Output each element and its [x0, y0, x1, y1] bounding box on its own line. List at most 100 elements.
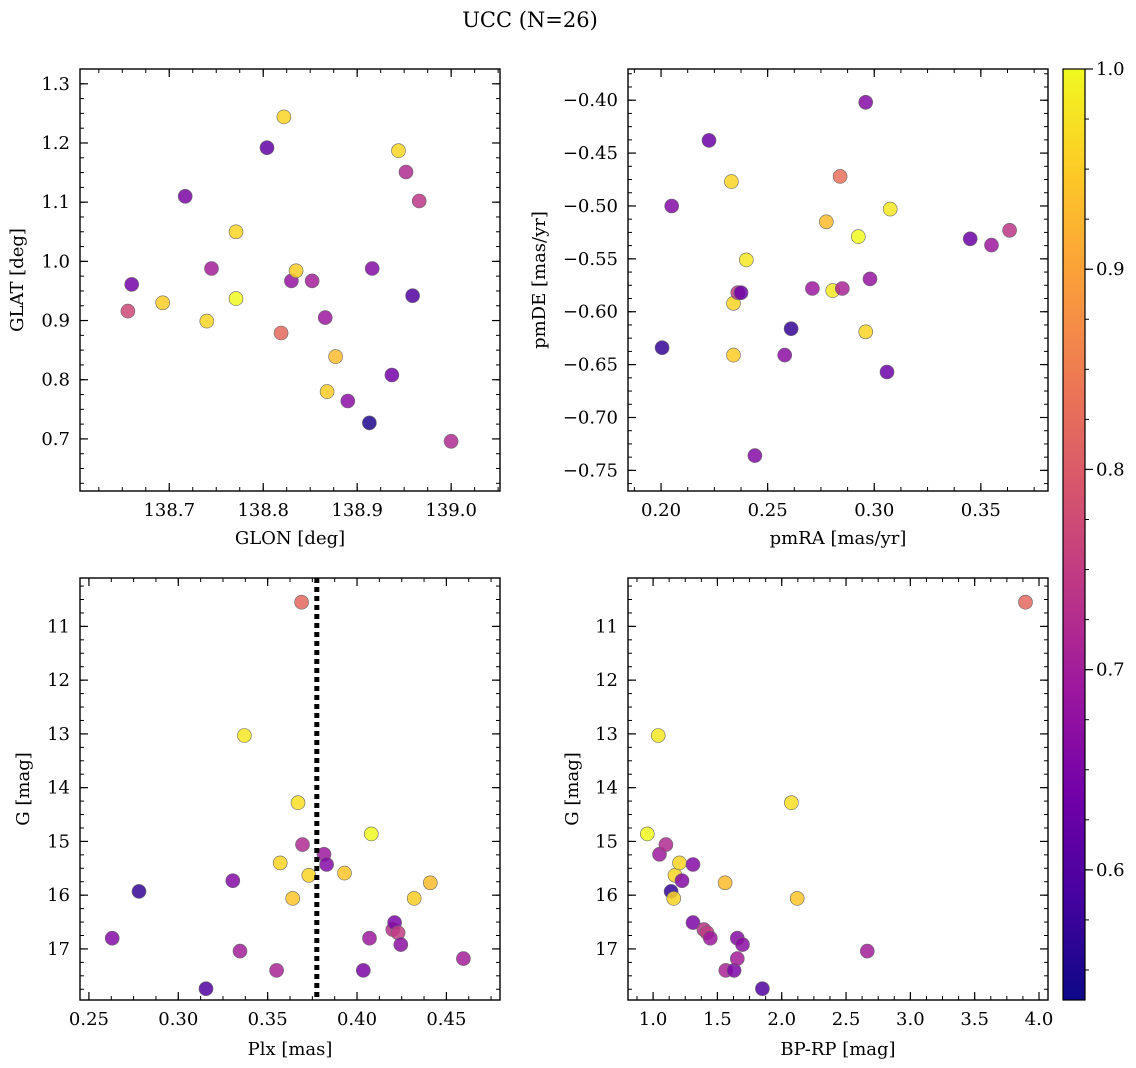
x-axis-label: BP-RP [mag] — [780, 1039, 895, 1060]
colorbar-tick-label: 0.9 — [1096, 259, 1125, 280]
data-point — [411, 193, 427, 209]
colorbar-tick-label: 1.0 — [1096, 59, 1125, 80]
data-point — [398, 164, 414, 180]
y-tick-label: 14 — [47, 778, 70, 799]
data-point — [104, 930, 120, 946]
data-points — [639, 594, 1033, 997]
x-tick-label: 0.35 — [961, 500, 1001, 521]
data-point — [319, 384, 335, 399]
x-tick-label: 1.5 — [703, 1009, 732, 1030]
data-point — [882, 201, 898, 217]
data-point — [834, 281, 850, 296]
data-point — [288, 263, 304, 279]
y-axis-label: G [mag] — [13, 752, 34, 825]
data-point — [672, 855, 687, 871]
data-point — [294, 594, 309, 610]
data-point — [735, 937, 750, 952]
x-axis-label: GLON [deg] — [235, 528, 345, 549]
data-point — [664, 198, 680, 214]
data-point — [674, 873, 690, 889]
x-tick-label: 2.0 — [767, 1009, 796, 1030]
y-tick-label: −0.55 — [563, 249, 618, 270]
panel-pmra-pmde: 0.20 0.25 0.30 0.35 −0.75 −0.70 −0.65 −0.60 −0.5… — [529, 68, 1049, 549]
y-tick-label: 17 — [595, 939, 618, 960]
data-point — [405, 288, 420, 304]
data-point — [364, 261, 380, 276]
data-point — [755, 981, 770, 997]
y-tick-label: 16 — [47, 885, 70, 906]
data-point — [232, 943, 248, 959]
y-tick-label: 11 — [595, 616, 618, 637]
panel-glon-glat-plot: 138.7 138.8 138.9 139.0 0.7 0.8 0.9 1.0 1.1 1.2 1.… — [41, 68, 501, 521]
y-tick-label: −0.75 — [563, 460, 618, 481]
data-point — [363, 826, 379, 842]
y-tick-label: 12 — [595, 670, 618, 691]
panel-pmra-pmde-plot: 0.20 0.25 0.30 0.35 −0.75 −0.70 −0.65 −0.60 −0.5… — [563, 68, 1049, 521]
data-point — [319, 857, 334, 872]
data-point — [276, 109, 292, 125]
data-point — [729, 951, 745, 966]
colorbar-tick-label: 0.7 — [1096, 660, 1125, 681]
y-tick-label: −0.65 — [563, 355, 618, 376]
data-point — [340, 393, 356, 409]
data-point — [859, 943, 875, 959]
y-tick-label: −0.40 — [563, 90, 618, 111]
data-point — [805, 281, 820, 296]
x-tick-label: 138.9 — [331, 500, 383, 521]
colorbar-tick-label: 0.8 — [1096, 459, 1125, 480]
x-tick-label: 2.5 — [832, 1009, 861, 1030]
data-point — [393, 937, 409, 952]
minor-ticks — [80, 578, 500, 1000]
data-point — [858, 95, 874, 110]
data-point — [639, 826, 655, 842]
data-point — [1018, 594, 1033, 610]
panel-glon-glat: 138.7 138.8 138.9 139.0 0.7 0.8 0.9 1.0 1.1 1.2 1.… — [7, 68, 501, 549]
data-point — [654, 340, 670, 356]
minor-ticks — [628, 69, 1048, 491]
data-point — [269, 963, 284, 978]
data-points — [120, 109, 459, 449]
data-point — [406, 891, 422, 906]
data-point — [702, 930, 718, 946]
data-point — [747, 448, 763, 463]
data-point — [443, 433, 459, 449]
x-tick-label: 0.30 — [854, 500, 894, 521]
data-points — [654, 95, 1017, 463]
y-axis-label: GLAT [deg] — [7, 228, 28, 332]
x-tick-label: 138.8 — [237, 500, 289, 521]
data-points — [104, 594, 471, 997]
data-point — [304, 273, 320, 289]
data-point — [685, 915, 701, 930]
y-tick-label: −0.45 — [563, 143, 618, 164]
plot-frame — [627, 68, 1049, 492]
data-point — [384, 367, 400, 383]
x-tick-label: 4.0 — [1025, 1009, 1054, 1030]
data-point — [337, 865, 352, 881]
data-point — [198, 981, 214, 997]
x-tick-label: 0.25 — [69, 1009, 109, 1030]
panel-plx-g-plot: 0.25 0.30 0.35 0.40 0.45 11 12 13 14 15 16 17 — [47, 577, 501, 1030]
plot-frame — [79, 68, 501, 492]
data-point — [204, 261, 219, 276]
data-point — [124, 277, 139, 292]
data-point — [862, 271, 878, 287]
data-point — [285, 891, 301, 906]
y-axis-label: pmDE [mas/yr] — [529, 211, 550, 349]
plot-frame — [79, 577, 501, 1001]
x-tick-label: 0.40 — [337, 1009, 377, 1030]
data-point — [962, 231, 978, 247]
x-axis-label: Plx [mas] — [248, 1039, 333, 1060]
data-point — [237, 728, 252, 743]
data-point — [738, 252, 754, 268]
y-tick-label: 14 — [595, 778, 618, 799]
data-point — [225, 873, 241, 889]
data-point — [290, 795, 306, 811]
data-point — [155, 295, 170, 311]
data-point — [362, 930, 377, 946]
y-tick-label: 17 — [47, 939, 70, 960]
data-point — [317, 310, 333, 325]
panel-bprp-g-plot: 1.0 1.5 2.0 2.5 3.0 3.5 4.0 11 12 13 14 15 16 17 — [595, 577, 1054, 1030]
data-point — [650, 728, 666, 743]
x-tick-label: 0.45 — [426, 1009, 466, 1030]
